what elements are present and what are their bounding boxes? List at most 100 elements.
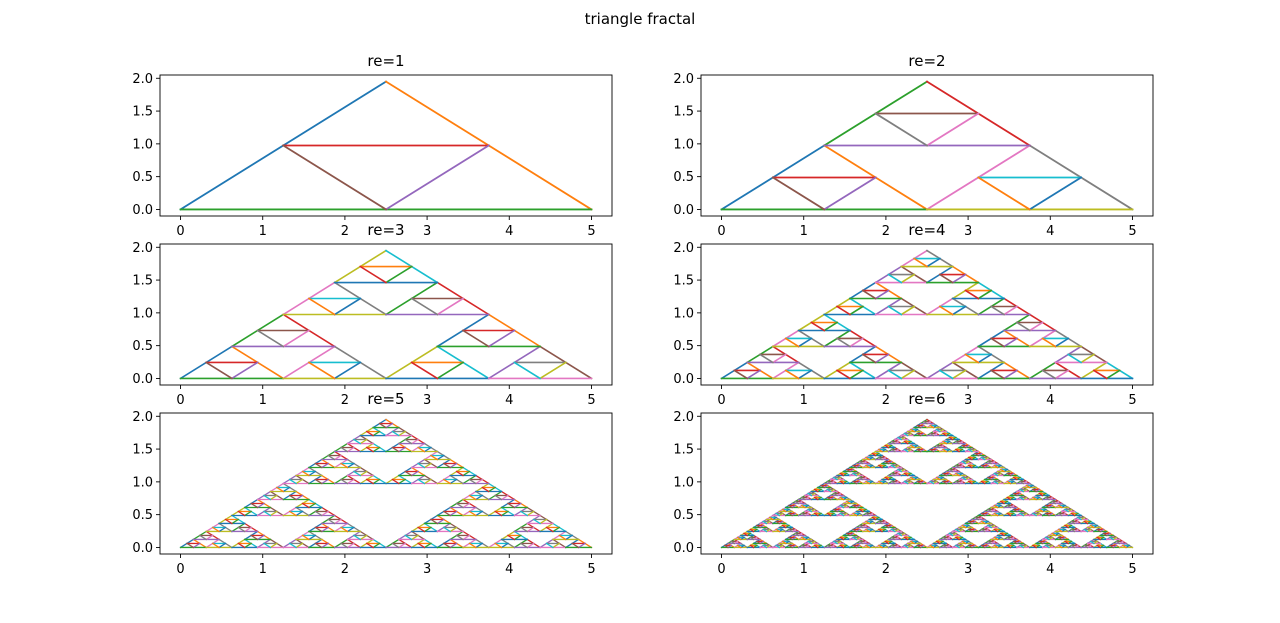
fractal-segment	[884, 540, 890, 545]
fractal-segment	[359, 470, 368, 477]
y-tick-label: 0.5	[132, 339, 153, 354]
fractal-segment	[755, 540, 761, 545]
fractal-segment	[417, 526, 426, 533]
fractal-segment	[314, 478, 323, 485]
fractal-segment	[314, 526, 323, 533]
fractal-segment	[874, 289, 890, 300]
fractal-segment	[833, 492, 839, 497]
fractal-segment	[532, 518, 541, 525]
fractal-segment	[788, 536, 794, 541]
fractal-segment	[288, 542, 298, 549]
fractal-segment	[897, 436, 903, 441]
fractal-segment	[887, 369, 903, 380]
fractal-segment	[359, 534, 368, 541]
fractal-segment	[1012, 492, 1018, 497]
fractal-segment	[852, 472, 858, 477]
fractal-segment	[813, 488, 819, 493]
x-tick-label: 3	[423, 562, 431, 577]
fractal-segment	[301, 534, 310, 541]
fractal-segment	[833, 508, 839, 513]
fractal-segment	[340, 542, 349, 549]
y-tick-label: 0.5	[673, 339, 694, 354]
fractal-segment	[397, 430, 407, 437]
fractal-segment	[948, 468, 954, 473]
fractal-segment	[775, 544, 781, 549]
fractal-segment	[951, 273, 967, 284]
fractal-segment	[519, 542, 529, 549]
fractal-segment	[340, 462, 349, 469]
y-tick-label: 0.5	[673, 170, 694, 185]
fractal-segment	[230, 361, 259, 380]
fractal-segment	[800, 544, 806, 549]
fractal-segment	[877, 520, 883, 525]
fractal-segment	[974, 516, 980, 521]
fractal-segment	[365, 430, 375, 437]
x-tick-label: 4	[505, 562, 513, 577]
fractal-segment	[340, 478, 349, 485]
fractal-segment	[1121, 544, 1127, 549]
fractal-segment	[993, 544, 999, 549]
fractal-segment	[858, 476, 864, 481]
fractal-segment	[858, 460, 864, 465]
fractal-segment	[263, 494, 272, 501]
fractal-segment	[391, 542, 400, 549]
fractal-segment	[762, 528, 768, 533]
fractal-segment	[987, 460, 993, 465]
fractal-segment	[526, 510, 535, 517]
fractal-segment	[826, 488, 832, 493]
fractal-segment	[858, 508, 864, 513]
fractal-segment	[967, 480, 973, 485]
fractal-segment	[1092, 369, 1108, 380]
fractal-segment	[1089, 524, 1095, 529]
fractal-segment	[256, 502, 265, 509]
fractal-segment	[385, 422, 394, 429]
fractal-segment	[449, 478, 458, 485]
x-tick-label: 5	[587, 393, 595, 408]
y-tick-label: 0.0	[132, 541, 153, 556]
fractal-segment	[961, 444, 967, 449]
fractal-segment	[887, 273, 903, 284]
fractal-segment	[1028, 176, 1083, 211]
x-tick-label: 4	[505, 393, 513, 408]
fractal-segment	[263, 510, 272, 517]
fractal-segment	[346, 462, 355, 469]
fractal-segment	[865, 520, 871, 525]
x-tick-label: 4	[505, 224, 513, 239]
fractal-segment	[1006, 472, 1012, 477]
axes-frame	[700, 412, 1154, 555]
fractal-segment	[954, 472, 960, 477]
fractal-segment	[916, 432, 922, 437]
fractal-segment	[436, 361, 465, 380]
fractal-segment	[205, 361, 234, 380]
y-tick-label: 0.0	[673, 541, 694, 556]
fractal-segment	[1054, 337, 1070, 348]
fractal-segment	[1089, 540, 1095, 545]
fractal-segment	[558, 534, 567, 541]
fractal-segment	[423, 542, 432, 549]
fractal-segment	[884, 460, 890, 465]
fractal-segment	[365, 478, 375, 485]
fractal-segment	[852, 544, 858, 549]
fractal-segment	[961, 524, 967, 529]
fractal-segment	[993, 512, 999, 517]
fractal-segment	[1070, 544, 1076, 549]
fractal-segment	[461, 329, 490, 348]
y-tick-label: 1.5	[673, 443, 694, 458]
fractal-segment	[877, 448, 883, 453]
x-tick-label: 2	[341, 224, 349, 239]
fractal-segment	[768, 516, 774, 521]
fractal-segment	[513, 361, 542, 380]
fractal-segment	[288, 510, 298, 517]
fractal-segment	[423, 462, 432, 469]
fractal-segment	[784, 369, 800, 380]
fractal-segment	[417, 462, 426, 469]
fractal-segment	[858, 524, 864, 529]
fractal-segment	[218, 542, 227, 549]
x-tick-label: 0	[717, 562, 725, 577]
fractal-segment	[788, 504, 794, 509]
x-tick-label: 0	[176, 562, 184, 577]
fractal-segment	[903, 432, 909, 437]
fractal-segment	[730, 540, 736, 545]
fractal-segment	[301, 502, 310, 509]
fractal-segment	[333, 518, 342, 525]
